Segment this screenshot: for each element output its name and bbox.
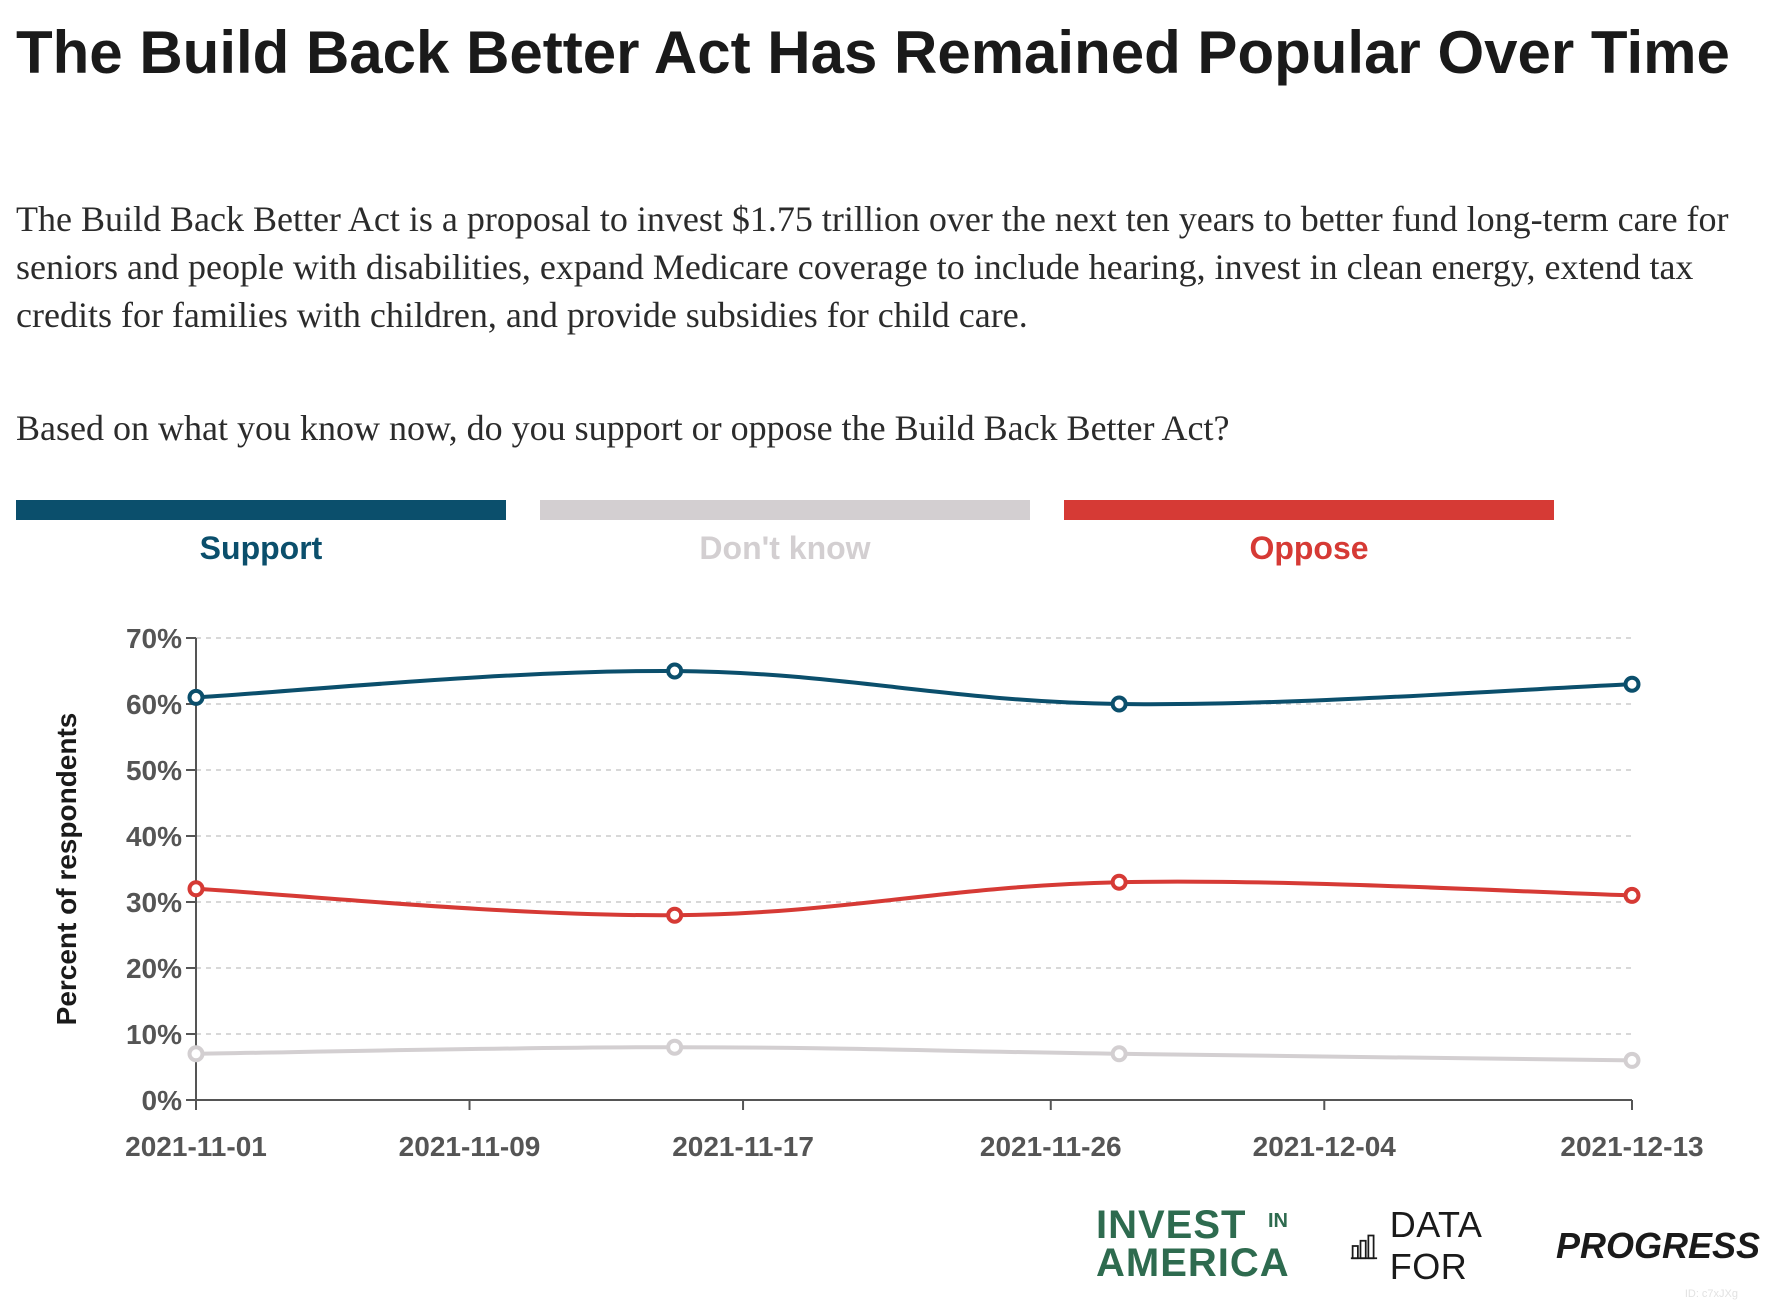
x-tick-label: 2021-12-13 (1560, 1131, 1703, 1160)
legend: Support Don't know Oppose (16, 500, 1752, 570)
legend-item-oppose: Oppose (1064, 500, 1554, 570)
y-axis-title: Percent of respondents (51, 713, 82, 1026)
legend-swatch-dont-know (540, 500, 1030, 520)
legend-label-support: Support (199, 530, 323, 566)
x-tick-label: 2021-11-26 (980, 1131, 1122, 1160)
legend-swatch-oppose (1064, 500, 1554, 520)
legend-label-oppose: Oppose (1249, 530, 1369, 566)
line-chart: 0% 10% 20% 30% 40% 50% 60% 70% 2021-11-01 2021-11… (51, 623, 1704, 1160)
y-tick-label: 20% (126, 953, 182, 984)
legend-item-dont-know: Don't know (540, 500, 1030, 570)
x-tick-label: 2021-11-17 (672, 1131, 814, 1160)
series-line-support (194, 668, 1634, 707)
data-point-support (187, 688, 205, 706)
data-point-support (1623, 675, 1641, 693)
x-tick-label: 2021-12-04 (1253, 1131, 1397, 1160)
data-point-dont-know (1623, 1051, 1641, 1069)
survey-question: Based on what you know now, do you suppo… (16, 408, 1230, 448)
chart-id-note: ID: c7xJXg (1684, 1288, 1738, 1300)
bar-chart-icon (1350, 1234, 1378, 1260)
y-tick-label: 70% (126, 623, 182, 654)
series-line-dont-know (194, 1045, 1634, 1063)
data-for-progress-logo: DATA FOR PROGRESS (1350, 1204, 1760, 1287)
data-point-oppose (1110, 873, 1128, 891)
chart-subtitle: The Build Back Better Act is a proposal … (16, 199, 1729, 335)
legend-item-support: Support (16, 500, 506, 570)
invest-in-america-logo: INVEST IN AMERICA (1090, 1205, 1320, 1283)
legend-label-dont-know: Don't know (699, 530, 871, 566)
data-point-oppose (187, 880, 205, 898)
invest-logo-in: IN (1268, 1210, 1288, 1232)
x-tick-label: 2021-11-01 (125, 1131, 267, 1160)
y-tick-label: 0% (142, 1085, 183, 1116)
dfp-logo-text-1: DATA FOR (1389, 1204, 1481, 1287)
legend-swatch-support (16, 500, 506, 520)
y-tick-label: 10% (126, 1019, 182, 1050)
data-point-oppose (666, 906, 684, 924)
data-point-support (666, 662, 684, 680)
y-tick-label: 50% (126, 755, 182, 786)
series-line-oppose (194, 879, 1634, 918)
data-point-support (1110, 695, 1128, 713)
dfp-logo-text-2: PROGRESS (1555, 1225, 1760, 1266)
x-tick-label: 2021-11-09 (399, 1131, 541, 1160)
data-point-dont-know (1110, 1045, 1128, 1063)
footer-logos: INVEST IN AMERICA DATA FOR PROGRESS (1090, 1204, 1760, 1287)
chart-title: The Build Back Better Act Has Remained P… (16, 19, 1730, 86)
y-tick-label: 60% (126, 689, 182, 720)
invest-logo-line2: AMERICA (1096, 1241, 1290, 1285)
invest-logo-line1: INVEST (1096, 1203, 1247, 1247)
y-tick-label: 30% (126, 887, 182, 918)
y-tick-label: 40% (126, 821, 182, 852)
data-point-dont-know (666, 1038, 684, 1056)
data-point-dont-know (187, 1045, 205, 1063)
data-point-oppose (1623, 886, 1641, 904)
